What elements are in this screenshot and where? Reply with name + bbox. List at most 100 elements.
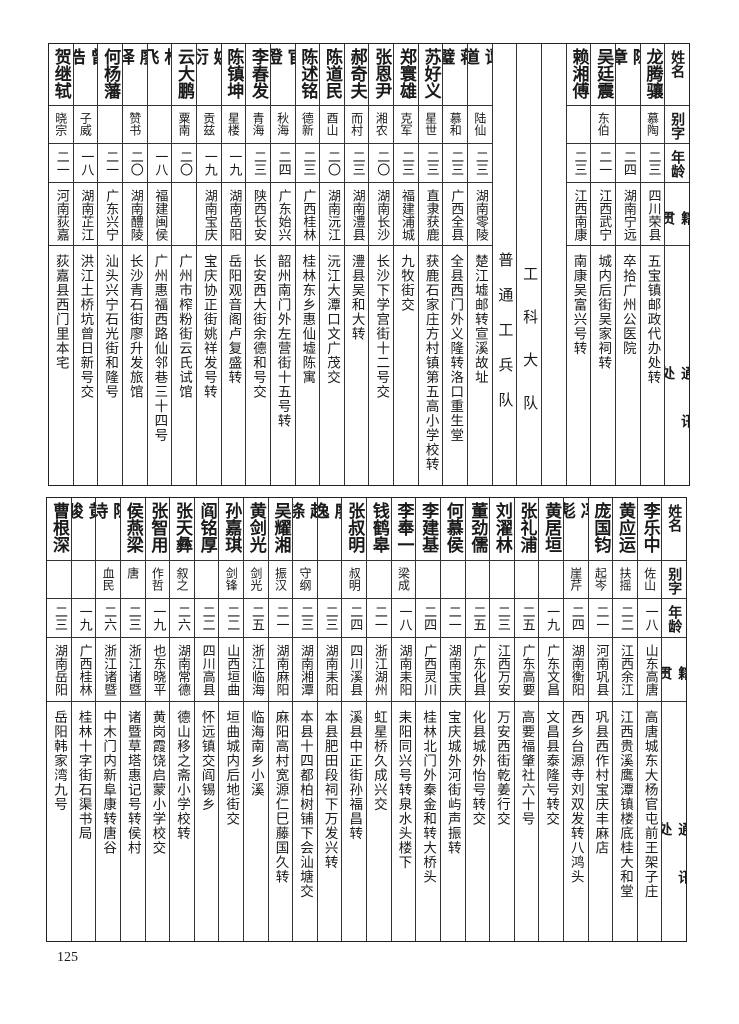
cell-name: 李春发: [246, 44, 270, 106]
entry-age: 二三: [300, 150, 316, 176]
entry-native: 四川溪县: [347, 644, 363, 696]
cell-address: 广州惠福西路仙邻巷三十四号: [148, 246, 172, 485]
entry-native: 广西灵川: [421, 644, 437, 696]
entry-native: 也东晓平: [150, 644, 166, 696]
cell-native: 浙江诸暨: [96, 638, 120, 702]
cell-alias: 晓宗: [48, 106, 73, 144]
roster-entry: 侯燕梁唐二三 浙江诸暨 诸暨草塔惠记号转侯村: [119, 498, 145, 941]
cell-age: 二三: [47, 599, 71, 638]
roster-entry: 阎铭厚 二二 四川高县 怀远镇交阎锡乡: [193, 498, 219, 941]
cell-alias: 星世: [418, 106, 443, 144]
entry-name: 谭道: [468, 48, 492, 83]
cell-age: 一九: [71, 599, 96, 638]
cell-address: 临海南乡小溪: [244, 702, 268, 941]
cell-age: 二三: [344, 144, 369, 183]
roster-entry: 曹根深 二三 湖南岳阳 岳阳韩家湾九号: [47, 498, 71, 941]
cell-alias: 酉山: [320, 106, 344, 144]
roster-entry: 钱鹤皋 二一 浙江湖州 虹星桥久成兴交: [366, 498, 391, 941]
section-label-column: 工科大队: [516, 44, 541, 485]
cell-alias: [539, 561, 563, 599]
entry-age: 二五: [248, 605, 264, 631]
cell-address: 宝庆城外河街屿声振转: [441, 702, 465, 941]
cell-alias: [98, 106, 122, 144]
entry-age: 二三: [494, 605, 510, 631]
cell-native: 河南荻嘉: [48, 183, 73, 246]
header-label-name: 姓名: [666, 504, 683, 532]
entry-native: 湖南宝庆: [201, 189, 217, 241]
cell-native: 广东化县: [465, 638, 490, 702]
cell-age: 一九: [539, 599, 563, 638]
cell-alias: 秋海: [270, 106, 295, 144]
cell-name: 龙腾骧: [640, 44, 665, 106]
cell-age: 一八: [637, 599, 662, 638]
entry-name: 冯彪: [563, 502, 588, 537]
header-label-native: 籍贯: [665, 211, 689, 246]
entry-name: 蒋璧: [443, 48, 468, 83]
entry-name: 赵涤: [293, 502, 317, 537]
cell-address: 长沙青石街廖升发旅馆: [123, 246, 147, 485]
roster-entry: 蒋璧 慕和 二三 广西全县 全县西门外义隆转洛口重生堂: [442, 44, 468, 485]
cell-name: 钱鹤皋: [367, 498, 391, 561]
entry-age: 二二: [224, 605, 240, 631]
cell-name: 李奉一: [391, 498, 416, 561]
entry-alias: 而村: [349, 112, 364, 136]
entry-address: 全县西门外义隆转洛口重生堂: [447, 254, 464, 443]
entry-address: 卒拾广州公医院: [619, 254, 636, 356]
entry-native: 江西南康: [571, 189, 587, 241]
entry-alias: 叔明: [347, 567, 362, 591]
entry-address: 岳阳观音阁卢复盛转: [225, 254, 242, 385]
cell-native: 湖南岳阳: [221, 183, 246, 246]
roster-entry: 黄骏 一九 广西桂林 桂林十字街石渠书局: [70, 498, 96, 941]
roster-entry: 贺继轼 晓宗 二一 河南荻嘉 荻嘉县西门里本宅: [48, 44, 73, 485]
roster-entry: 陈诗 血民 二六 浙江诸暨 中木门内新阜康转唐谷: [95, 498, 120, 941]
entry-alias: 振汉: [273, 567, 288, 591]
entry-address: 溪县中正街孙福昌转: [346, 710, 363, 841]
cell-name: 贺继轼: [48, 44, 73, 106]
cell-age: 一九: [221, 144, 246, 183]
cell-address: 本县肥田段祠下万发兴转: [318, 702, 342, 941]
entry-address: 巩县西作村宝庆丰麻店: [592, 710, 609, 855]
entry-name: 李建基: [418, 502, 439, 553]
entry-name: 云大鹏: [174, 48, 195, 99]
cell-address: 长沙下学宫街十二号交: [369, 246, 393, 485]
cell-age: 二五: [514, 599, 539, 638]
entry-address: 化县城外怡号转交: [469, 710, 486, 826]
entry-age: 二一: [273, 605, 289, 631]
entry-alias: 崖芹: [568, 567, 583, 591]
cell-alias: 守纲: [293, 561, 317, 599]
cell-alias: [465, 561, 490, 599]
cell-alias: 湘农: [369, 106, 394, 144]
cell-address: 沅江大潭口文广茂交: [320, 246, 344, 485]
entry-alias: 湘农: [374, 112, 389, 136]
cell-native: 陕西长安: [246, 183, 270, 246]
entry-age: 一八: [152, 150, 168, 176]
entry-age: 二一: [53, 150, 69, 176]
cell-native: 广东始兴: [270, 183, 295, 246]
cell-address: 本县十四都柏树铺下会汕塘交: [293, 702, 317, 941]
entry-alias: 血民: [101, 567, 116, 591]
cell-alias: 德新: [295, 106, 320, 144]
cell-age: 二三: [317, 599, 342, 638]
entry-native: 湖南耒阳: [322, 644, 338, 696]
entry-alias: 秋海: [275, 112, 290, 136]
cell-name: 张智用: [145, 498, 170, 561]
entry-name: 张智用: [147, 502, 168, 553]
cell-name: 赖湘傅: [566, 44, 591, 106]
entry-alias: 赞书: [127, 112, 142, 136]
cell-name: 陈镇坤: [221, 44, 246, 106]
entry-alias: 慕陶: [645, 112, 660, 136]
cell-age: 二四: [342, 599, 367, 638]
entry-age: 一八: [396, 605, 412, 631]
cell-name: 蒋璧: [443, 44, 468, 106]
entry-address: 本县十四都柏树铺下会汕塘交: [297, 710, 314, 899]
entry-address: 广州惠福西路仙邻巷三十四号: [151, 254, 168, 443]
entry-native: 四川高县: [199, 644, 215, 696]
cell-alias: 叔明: [342, 561, 367, 599]
cell-age: 二〇: [122, 144, 147, 183]
entry-native: 湖南长沙: [374, 189, 390, 241]
entry-native: 直隶获鹿: [423, 189, 439, 241]
cell-native: 福建浦城: [394, 183, 418, 246]
entry-age: 一九: [76, 605, 92, 631]
cell-age: 二〇: [172, 144, 196, 183]
cell-native: 湖南宝庆: [196, 183, 221, 246]
